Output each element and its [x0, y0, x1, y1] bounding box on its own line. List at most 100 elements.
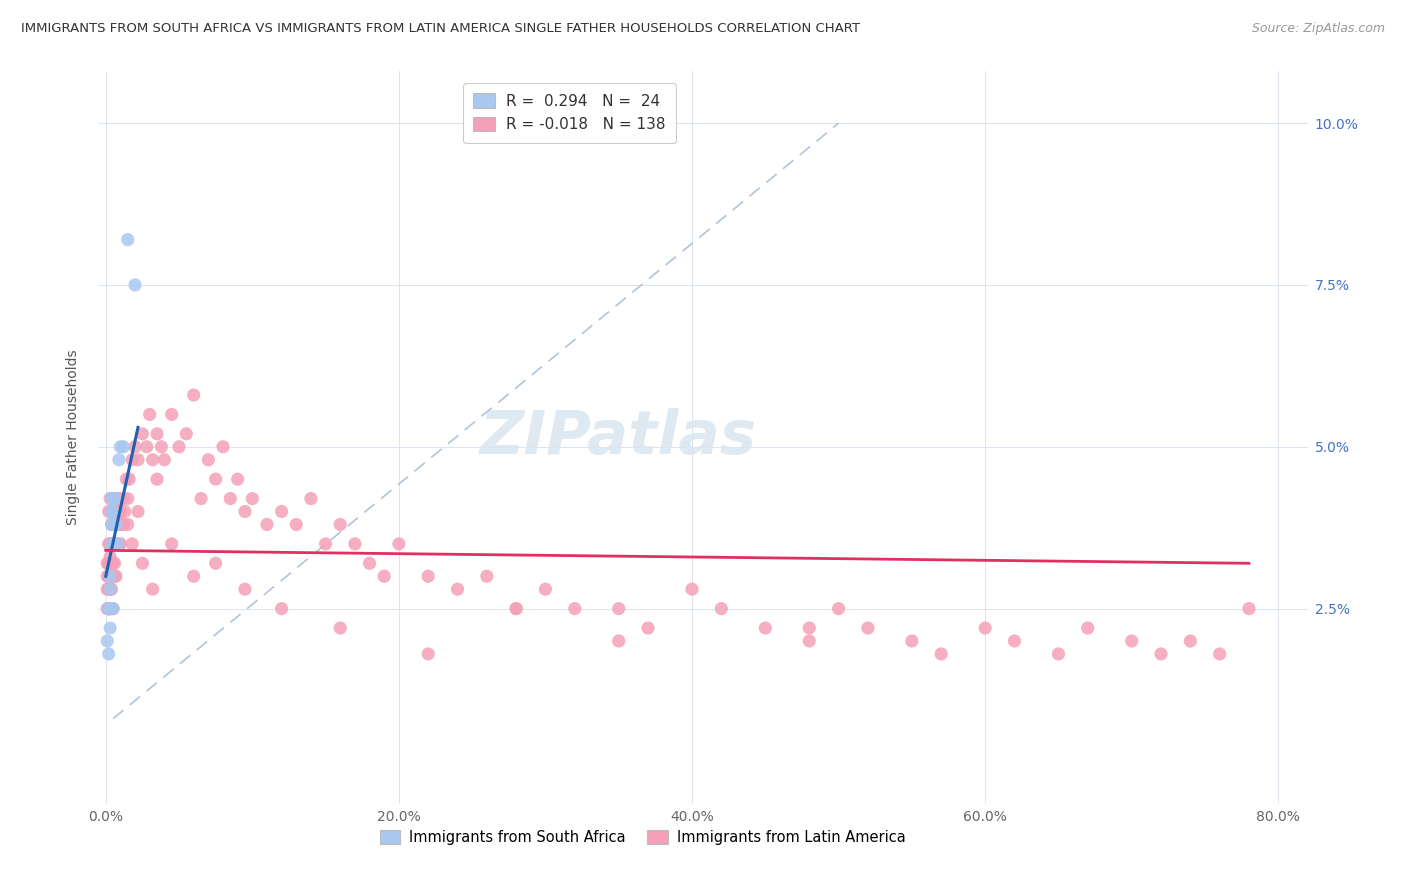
Point — [98, 582, 121, 597]
Point — [373, 569, 395, 583]
Legend: Immigrants from South Africa, Immigrants from Latin America: Immigrants from South Africa, Immigrants… — [374, 823, 911, 850]
Point — [160, 408, 183, 422]
Point — [1180, 634, 1202, 648]
Point — [124, 277, 146, 292]
Point — [285, 517, 308, 532]
Point — [233, 504, 256, 518]
Point — [100, 517, 122, 532]
Point — [564, 601, 586, 615]
Point — [103, 537, 125, 551]
Point — [121, 537, 143, 551]
Point — [118, 472, 141, 486]
Point — [212, 440, 235, 454]
Point — [315, 537, 337, 551]
Point — [101, 504, 124, 518]
Point — [153, 452, 176, 467]
Point — [142, 452, 165, 467]
Point — [270, 601, 292, 615]
Point — [103, 557, 125, 571]
Point — [98, 557, 121, 571]
Point — [100, 517, 122, 532]
Point — [124, 440, 146, 454]
Point — [799, 634, 821, 648]
Point — [97, 569, 120, 583]
Text: Source: ZipAtlas.com: Source: ZipAtlas.com — [1251, 22, 1385, 36]
Point — [101, 601, 124, 615]
Point — [98, 569, 121, 583]
Point — [105, 504, 128, 518]
Point — [135, 440, 157, 454]
Point — [150, 440, 173, 454]
Point — [176, 426, 198, 441]
Point — [117, 491, 139, 506]
Point — [112, 517, 135, 532]
Point — [98, 601, 121, 615]
Point — [110, 537, 132, 551]
Point — [100, 582, 122, 597]
Point — [98, 569, 121, 583]
Point — [1208, 647, 1230, 661]
Point — [929, 647, 952, 661]
Point — [710, 601, 733, 615]
Point — [112, 491, 135, 506]
Point — [97, 582, 120, 597]
Point — [329, 517, 352, 532]
Point — [1121, 634, 1143, 648]
Point — [103, 517, 125, 532]
Point — [97, 569, 120, 583]
Point — [98, 601, 121, 615]
Point — [98, 621, 121, 635]
Point — [100, 569, 122, 583]
Point — [105, 537, 128, 551]
Point — [219, 491, 242, 506]
Point — [101, 601, 124, 615]
Point — [98, 491, 121, 506]
Point — [100, 569, 122, 583]
Point — [446, 582, 468, 597]
Point — [96, 601, 118, 615]
Point — [108, 537, 131, 551]
Point — [108, 517, 131, 532]
Point — [856, 621, 879, 635]
Point — [100, 504, 122, 518]
Point — [110, 504, 132, 518]
Point — [117, 233, 139, 247]
Point — [98, 549, 121, 564]
Point — [98, 582, 121, 597]
Point — [1150, 647, 1173, 661]
Point — [97, 601, 120, 615]
Point — [505, 601, 527, 615]
Point — [388, 537, 411, 551]
Point — [204, 557, 226, 571]
Point — [160, 537, 183, 551]
Point — [97, 601, 120, 615]
Point — [1047, 647, 1070, 661]
Point — [100, 557, 122, 571]
Point — [107, 504, 129, 518]
Point — [101, 537, 124, 551]
Point — [97, 601, 120, 615]
Point — [256, 517, 278, 532]
Y-axis label: Single Father Households: Single Father Households — [66, 350, 80, 524]
Point — [97, 569, 120, 583]
Point — [105, 569, 128, 583]
Point — [96, 569, 118, 583]
Point — [97, 601, 120, 615]
Point — [103, 491, 125, 506]
Point — [101, 517, 124, 532]
Point — [197, 452, 219, 467]
Point — [105, 517, 128, 532]
Point — [190, 491, 212, 506]
Point — [103, 517, 125, 532]
Point — [108, 491, 131, 506]
Point — [343, 537, 366, 551]
Point — [637, 621, 659, 635]
Point — [100, 601, 122, 615]
Point — [98, 582, 121, 597]
Point — [418, 647, 440, 661]
Point — [799, 621, 821, 635]
Point — [418, 569, 440, 583]
Point — [1237, 601, 1260, 615]
Point — [108, 452, 131, 467]
Point — [96, 582, 118, 597]
